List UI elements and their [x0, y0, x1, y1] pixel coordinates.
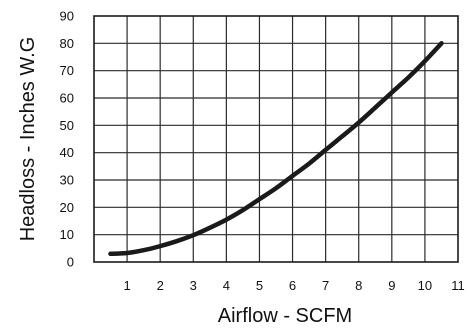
x-tick-label-1: 1: [123, 278, 130, 293]
x-tick-label-5: 5: [256, 278, 263, 293]
x-tick-labels: 1 2 3 4 5 6 7 8 9 10 11: [123, 278, 464, 293]
plot-frame: [93, 15, 459, 263]
y-tick-label-0: 0: [67, 255, 74, 270]
x-tick-label-2: 2: [157, 278, 164, 293]
x-tick-label-8: 8: [355, 278, 362, 293]
y-tick-label-40: 40: [60, 145, 74, 160]
x-tick-label-10: 10: [418, 278, 432, 293]
plot-border: [93, 15, 459, 263]
x-tick-label-4: 4: [223, 278, 230, 293]
series-line-0: [108, 41, 444, 257]
grid: [94, 16, 458, 262]
y-tick-label-10: 10: [60, 227, 74, 242]
y-tick-label-30: 30: [60, 173, 74, 188]
y-tick-label-20: 20: [60, 200, 74, 215]
y-tick-labels: 0 10 20 30 40 50 60 70 80 90: [60, 9, 74, 270]
x-tick-label-7: 7: [322, 278, 329, 293]
y-tick-label-60: 60: [60, 91, 74, 106]
y-axis-title: Headloss - Inches W.G: [17, 37, 39, 242]
x-tick-label-11: 11: [451, 278, 465, 293]
y-tick-label-50: 50: [60, 118, 74, 133]
x-tick-label-6: 6: [289, 278, 296, 293]
x-tick-label-9: 9: [388, 278, 395, 293]
y-tick-label-90: 90: [60, 9, 74, 24]
series-layer: [108, 41, 444, 257]
x-axis-title: Airflow - SCFM: [218, 305, 352, 327]
y-tick-label-80: 80: [60, 36, 74, 51]
y-tick-label-70: 70: [60, 63, 74, 78]
x-tick-label-3: 3: [190, 278, 197, 293]
